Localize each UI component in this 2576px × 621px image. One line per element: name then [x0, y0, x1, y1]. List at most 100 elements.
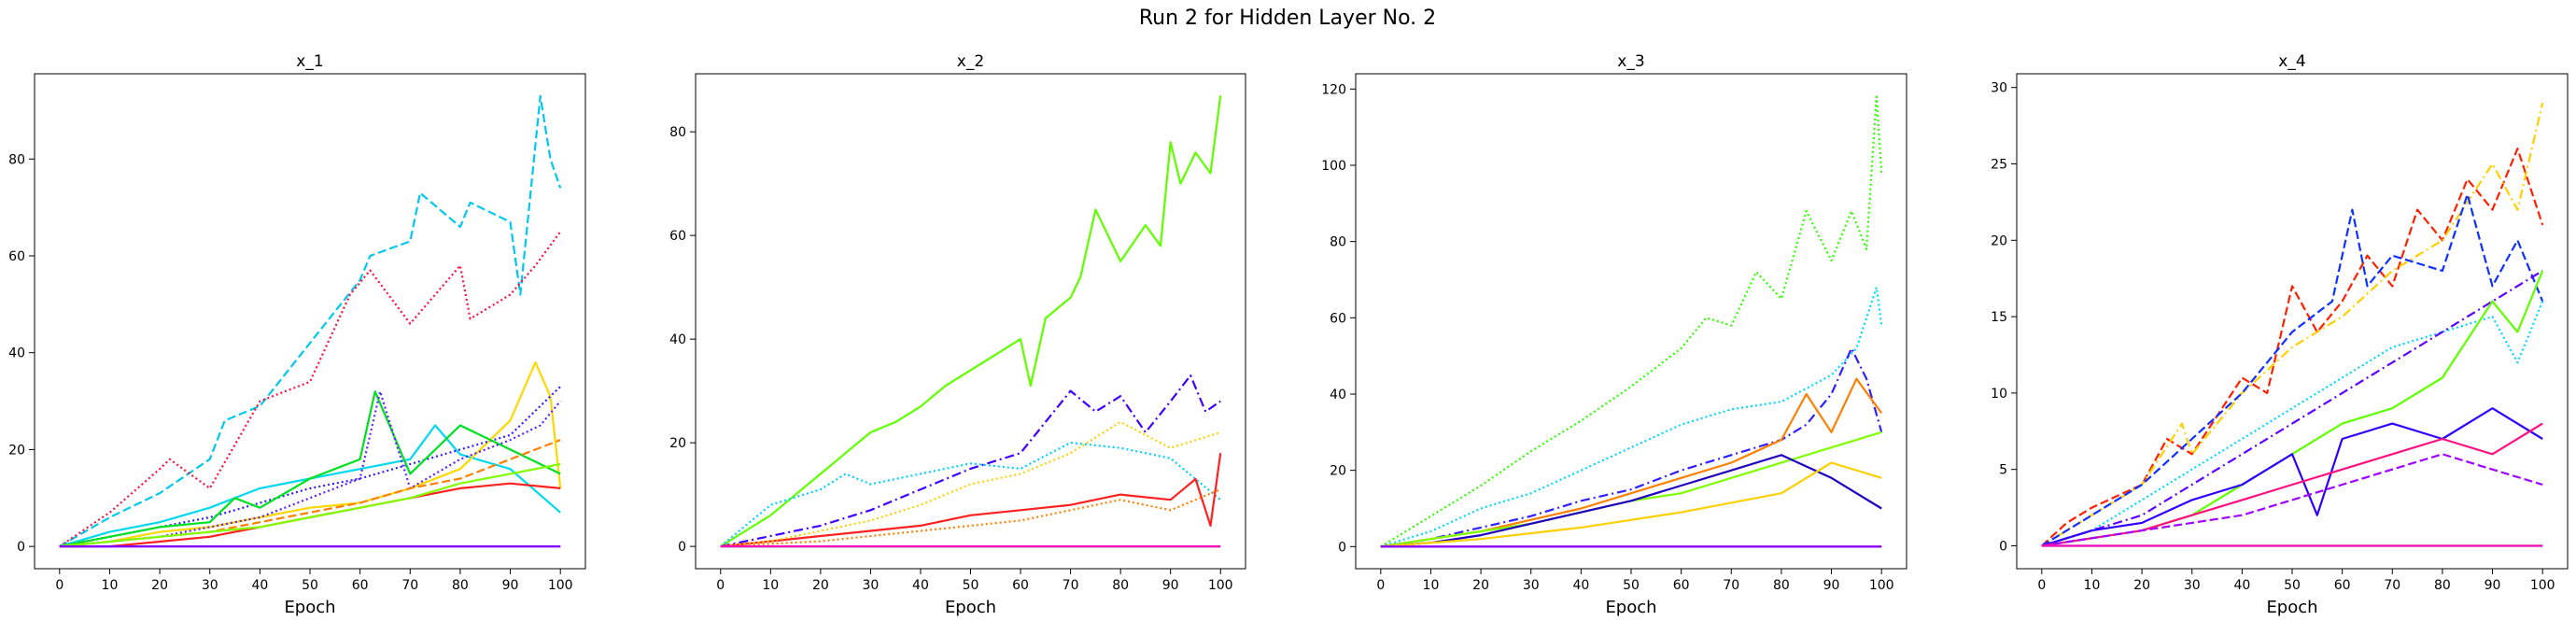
y-tick-label: 80	[8, 152, 25, 167]
y-tick-label: 40	[669, 332, 686, 347]
x-tick-label: 100	[1208, 578, 1233, 593]
subplot-title: x_4	[2278, 52, 2305, 71]
series-line-10	[59, 462, 561, 548]
x-tick-label: 10	[1423, 578, 1440, 593]
x-tick-label: 100	[2530, 578, 2555, 593]
x-tick-label: 0	[716, 578, 725, 593]
x-tick-label: 50	[302, 578, 318, 593]
subplot-title: x_1	[296, 52, 323, 71]
series-line-7	[59, 390, 562, 548]
series-line-2	[1380, 286, 1883, 548]
series-line-6	[720, 488, 1221, 548]
y-tick-label: 0	[1338, 540, 1346, 555]
y-tick-label: 80	[669, 125, 686, 140]
series-line-3	[59, 424, 561, 548]
y-tick-label: 20	[1991, 233, 2007, 248]
figure-suptitle: Run 2 for Hidden Layer No. 2	[1139, 7, 1436, 30]
subplot-1: x_1 0 10 20 30 40 50 60 70 80 90 100 0 20 40 60 80 Epoch	[8, 52, 586, 617]
series-line-7	[1380, 461, 1882, 548]
y-tick-label: 60	[8, 249, 25, 264]
y-tick-label: 25	[1991, 158, 2007, 173]
subplot-4: x_4 0 10 20 30 40 50 60 70 80 90 100 0 5 10 15 20 25 30 Epo…	[1991, 52, 2569, 617]
y-tick-label: 0	[1999, 539, 2007, 554]
x-tick-label: 90	[2485, 578, 2501, 593]
series-line-7	[2041, 407, 2543, 547]
x-tick-label: 60	[1673, 578, 1690, 593]
x-tick-label: 80	[2434, 578, 2451, 593]
subplots: x_10 10 20 30 40 50 60 70 80 90 100020406080Epochx…	[8, 52, 2569, 617]
series-line-6	[1380, 454, 1882, 548]
y-tick-label: 40	[8, 346, 25, 361]
y-tick-label: 60	[1330, 311, 1346, 326]
x-tick-label: 70	[1063, 578, 1079, 593]
x-tick-label: 90	[502, 578, 519, 593]
x-tick-label: 100	[548, 578, 573, 593]
x-tick-label: 60	[2334, 578, 2351, 593]
series-line-3	[1380, 346, 1883, 548]
series-line-6	[59, 390, 561, 548]
series-line-5	[720, 420, 1221, 548]
y-tick-label: 20	[669, 436, 686, 451]
series-line-9	[2041, 453, 2543, 547]
series-line-3	[2041, 193, 2544, 547]
y-tick-label: 20	[8, 443, 25, 458]
x-tick-label: 0	[55, 578, 63, 593]
x-tick-label: 40	[2233, 578, 2250, 593]
x-axis-label: Epoch	[284, 598, 335, 617]
y-tick-label: 60	[669, 229, 686, 244]
x-tick-label: 80	[452, 578, 469, 593]
series-line-3	[720, 442, 1221, 547]
series-line-1	[59, 94, 562, 548]
x-tick-label: 30	[862, 578, 879, 593]
y-tick-label: 40	[1330, 388, 1346, 402]
series-group	[1380, 95, 1883, 548]
x-tick-label: 30	[2184, 578, 2201, 593]
series-line-2	[2041, 102, 2544, 547]
subplot-2: x_2 0 10 20 30 40 50 60 70 80 90 100 0 20 40 60 80 Epoch	[669, 52, 1246, 617]
y-tick-label: 0	[678, 540, 686, 555]
y-tick-label: 5	[1999, 463, 2007, 478]
x-tick-label: 40	[912, 578, 929, 593]
subplot-3: x_3 0 10 20 30 40 50 60 70 80 90 100 0 20 40 60 80 100 120…	[1321, 52, 1907, 617]
x-tick-label: 80	[1112, 578, 1129, 593]
y-tick-label: 10	[1991, 387, 2007, 402]
series-line-4	[720, 453, 1222, 548]
series-group	[2041, 102, 2544, 547]
y-tick-label: 80	[1330, 235, 1346, 250]
x-tick-label: 20	[812, 578, 829, 593]
x-tick-label: 50	[963, 578, 979, 593]
x-tick-label: 100	[1869, 578, 1894, 593]
series-line-9	[59, 439, 561, 548]
y-tick-label: 120	[1321, 82, 1346, 97]
x-tick-label: 70	[1723, 578, 1739, 593]
x-tick-label: 70	[401, 578, 418, 593]
x-tick-label: 0	[2037, 578, 2046, 593]
series-group	[59, 94, 562, 548]
y-tick-label: 0	[17, 540, 25, 555]
x-tick-label: 30	[202, 578, 218, 593]
series-line-2	[59, 231, 562, 548]
x-tick-label: 20	[2133, 578, 2150, 593]
x-tick-label: 40	[1572, 578, 1589, 593]
subplot-title: x_3	[1617, 52, 1644, 71]
y-tick-label: 100	[1321, 159, 1346, 174]
y-tick-label: 20	[1330, 464, 1346, 479]
x-tick-label: 90	[1162, 578, 1179, 593]
x-tick-label: 80	[1773, 578, 1790, 593]
x-tick-label: 50	[2284, 578, 2301, 593]
x-axis-label: Epoch	[2266, 598, 2317, 617]
series-line-1	[720, 95, 1222, 548]
x-tick-label: 50	[1623, 578, 1640, 593]
x-tick-label: 90	[1823, 578, 1840, 593]
x-tick-label: 10	[762, 578, 779, 593]
x-axis-label: Epoch	[1605, 598, 1656, 617]
x-tick-label: 60	[352, 578, 369, 593]
x-axis-label: Epoch	[945, 598, 996, 617]
y-tick-label: 15	[1991, 310, 2007, 325]
x-tick-label: 10	[2084, 578, 2101, 593]
x-tick-label: 20	[151, 578, 168, 593]
x-tick-label: 60	[1012, 578, 1029, 593]
y-tick-label: 30	[1991, 81, 2007, 96]
series-group	[720, 95, 1222, 548]
